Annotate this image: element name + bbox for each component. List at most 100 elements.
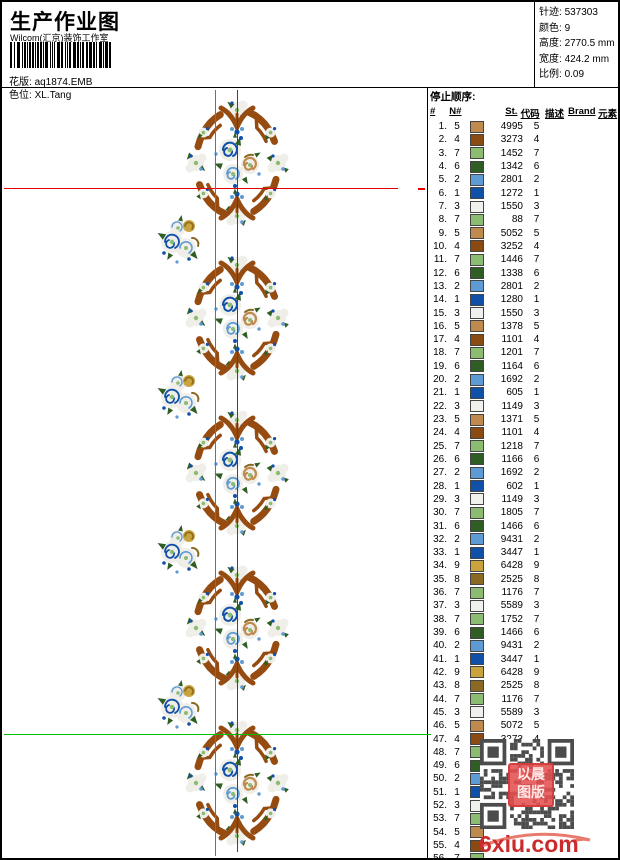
color-swatch	[467, 147, 486, 160]
color-swatch	[467, 187, 486, 200]
color-swatch	[467, 493, 486, 506]
table-row: 14. 1 1280 1	[433, 293, 540, 306]
table-row: 26. 6 1166 6	[433, 453, 540, 466]
color-swatch	[467, 386, 486, 399]
pattern-file-value: aq1874.EMB	[34, 77, 93, 88]
table-row: 4. 6 1342 6	[438, 160, 540, 173]
table-row: 45. 3 5589 3	[433, 706, 540, 719]
studio-name: Wilcom(汇京)装饰工作室	[10, 33, 109, 43]
table-row: 42. 9 6428 9	[433, 666, 540, 679]
header-divider-vertical	[534, 2, 535, 87]
table-row: 27. 2 1692 2	[433, 466, 540, 479]
stamp-text-line1: 以晨	[517, 766, 545, 782]
color-swatch	[467, 573, 486, 586]
color-swatch	[467, 653, 486, 666]
color-swatch	[467, 333, 486, 346]
color-swatch	[467, 480, 486, 493]
color-swatch	[467, 666, 486, 679]
info-value: 537303	[564, 7, 598, 18]
table-row: 20. 2 1692 2	[433, 373, 540, 386]
color-swatch	[467, 253, 486, 266]
info-row: 颜色: 9	[539, 21, 618, 37]
info-value: 0.09	[564, 69, 585, 80]
table-row: 8. 7 88 7	[438, 213, 540, 226]
info-label: 颜色:	[539, 22, 565, 34]
color-swatch	[467, 546, 486, 559]
col-header-description: 描述	[545, 109, 565, 120]
table-row: 38. 7 1752 7	[433, 613, 540, 626]
color-swatch	[467, 626, 486, 639]
table-row: 2. 4 3273 4	[438, 133, 540, 146]
color-swatch	[467, 133, 486, 146]
color-swatch	[467, 599, 486, 612]
pattern-file-line: 花版: aq1874.EMB	[9, 73, 92, 88]
table-row: 28. 1 602 1	[433, 480, 540, 493]
color-swatch	[467, 160, 486, 173]
table-row: 29. 3 1149 3	[433, 493, 540, 506]
guide-red-vertical	[237, 90, 238, 852]
table-row: 10. 4 3252 4	[433, 240, 540, 253]
info-value: 424.2 mm	[564, 53, 610, 65]
color-swatch	[467, 280, 486, 293]
color-swatch	[467, 719, 486, 732]
info-row: 宽度: 424.2 mm	[539, 52, 618, 68]
info-row: 高度: 2770.5 mm	[539, 36, 618, 52]
color-swatch	[467, 826, 486, 839]
table-row: 54. 5	[430, 826, 618, 839]
table-row: 22. 3 1149 3	[433, 400, 540, 413]
table-row: 17. 4 1101 4	[433, 333, 540, 346]
col-header-element: 元素	[598, 109, 618, 120]
stop-sequence-panel: 停止顺序: # N# St. 代码 描述 Brand 元素 1. 5 4995 5 2.…	[430, 89, 618, 858]
table-row: 11. 7 1446 7	[433, 253, 540, 266]
color-swatch	[467, 346, 486, 359]
info-row: 针迹: 537303	[539, 5, 618, 21]
table-row: 34. 9 6428 9	[433, 559, 540, 572]
color-swatch	[467, 240, 486, 253]
guide-green-vertical	[215, 90, 216, 856]
color-swatch	[467, 120, 486, 133]
table-row: 23. 5 1371 5	[433, 413, 540, 426]
color-swatch	[467, 559, 486, 572]
table-row: 31. 6 1466 6	[433, 520, 540, 533]
color-swatch	[467, 267, 486, 280]
table-row: 3. 7 1452 7	[438, 147, 540, 160]
table-row: 7. 3 1550 3	[438, 200, 540, 213]
barcode	[10, 42, 111, 68]
stop-table-header: # N# St. 代码 描述 Brand 元素	[430, 106, 618, 120]
page-title: 生产作业图	[10, 11, 120, 34]
table-row: 37. 3 5589 3	[433, 599, 540, 612]
info-value: 2770.5 mm	[564, 38, 615, 49]
colorway-label: 色位:	[9, 90, 32, 101]
table-row: 40. 2 9431 2	[433, 639, 540, 652]
color-swatch	[467, 426, 486, 439]
table-row: 41. 1 3447 1	[433, 653, 540, 666]
color-swatch	[467, 466, 486, 479]
table-row: 46. 5 5072 5	[433, 719, 540, 732]
table-row: 19. 6 1164 6	[433, 360, 540, 373]
color-swatch	[467, 506, 486, 519]
logo-text: 6xiu.com	[479, 831, 579, 857]
colorway-value: XL.Tang	[34, 90, 72, 101]
table-row: 9. 5 5052 5	[438, 227, 540, 240]
color-swatch	[467, 440, 486, 453]
watermark-logo: 6xiu.com	[479, 831, 591, 857]
color-swatch	[467, 613, 486, 626]
info-label: 高度:	[539, 38, 565, 49]
stamp-text-line2: 图版	[517, 784, 545, 800]
stop-sequence-title: 停止顺序:	[430, 91, 476, 103]
col-header-needle: N#	[449, 106, 462, 117]
table-row: 12. 6 1338 6	[433, 267, 540, 280]
color-swatch	[467, 320, 486, 333]
col-header-stitches: St.	[505, 106, 518, 117]
color-swatch	[467, 200, 486, 213]
color-swatch	[467, 706, 486, 719]
color-swatch	[467, 520, 486, 533]
col-header-stop: #	[430, 106, 436, 117]
color-swatch	[467, 453, 486, 466]
logo-swoosh	[481, 832, 591, 848]
info-label: 比例:	[539, 69, 565, 80]
color-swatch	[467, 173, 486, 186]
table-row: 32. 2 9431 2	[433, 533, 540, 546]
color-swatch	[467, 533, 486, 546]
